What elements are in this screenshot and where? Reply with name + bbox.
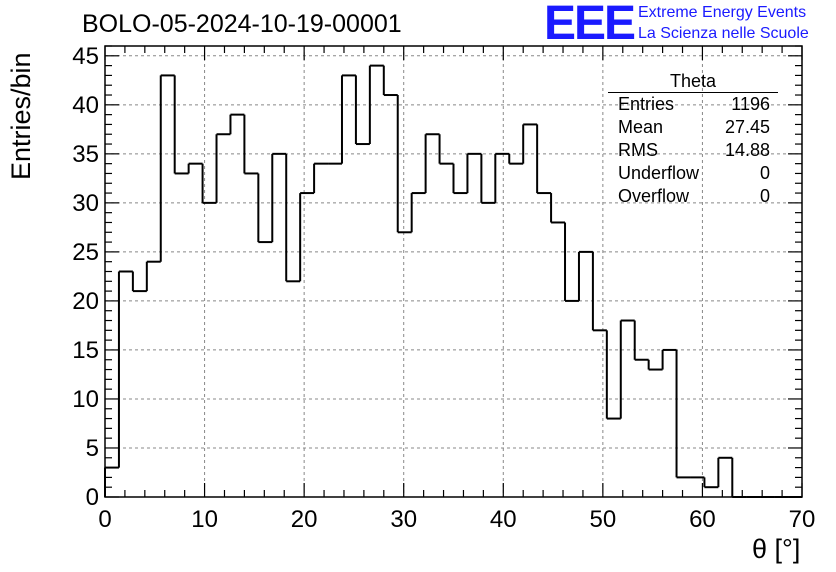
- y-tick-label: 20: [72, 288, 99, 315]
- y-tick-label: 5: [86, 435, 99, 462]
- stats-row-overflow: Overflow 0: [608, 185, 778, 208]
- x-tick-label: 60: [689, 506, 716, 533]
- stats-row-rms: RMS 14.88: [608, 139, 778, 162]
- x-tick-label: 50: [590, 506, 617, 533]
- stats-value: 0: [759, 163, 770, 183]
- x-tick-label: 20: [291, 506, 318, 533]
- stats-value: 0: [759, 186, 770, 206]
- chart-title: BOLO-05-2024-10-19-00001: [82, 10, 402, 38]
- eee-logo: EEE: [544, 0, 636, 50]
- stats-row-underflow: Underflow 0: [608, 162, 778, 185]
- stats-label: Overflow: [618, 186, 690, 206]
- logo-caption-line1: Extreme Energy Events: [638, 4, 807, 21]
- x-tick-label: 30: [390, 506, 417, 533]
- stats-box: Theta Entries 1196 Mean 27.45 RMS 14.88 …: [608, 70, 778, 208]
- stats-label: RMS: [618, 140, 658, 160]
- stats-value: 14.88: [724, 140, 770, 160]
- plot-frame: [104, 45, 803, 498]
- stats-value: 1196: [731, 94, 770, 114]
- stats-label: Entries: [618, 94, 675, 114]
- y-axis-label: Entries/bin: [6, 52, 36, 180]
- y-tick-label: 45: [72, 43, 99, 70]
- stats-title: Theta: [608, 70, 778, 93]
- y-tick-label: 15: [72, 337, 99, 364]
- y-tick-label: 0: [86, 484, 99, 511]
- stats-value: 27.45: [724, 117, 770, 137]
- y-tick-label: 35: [72, 141, 99, 168]
- y-tick-label: 10: [72, 386, 99, 413]
- y-tick-label: 40: [72, 92, 99, 119]
- stats-label: Underflow: [618, 163, 700, 183]
- x-axis-label: θ [°]: [752, 534, 801, 564]
- stats-label: Mean: [618, 117, 664, 137]
- x-tick-label: 40: [490, 506, 517, 533]
- stats-row-entries: Entries 1196: [608, 93, 778, 116]
- logo-caption-line2: La Scienza nelle Scuole: [638, 25, 809, 42]
- x-tick-label: 70: [789, 506, 816, 533]
- stats-row-mean: Mean 27.45: [608, 116, 778, 139]
- y-tick-label: 25: [72, 239, 99, 266]
- y-tick-label: 30: [72, 190, 99, 217]
- x-tick-label: 0: [98, 506, 111, 533]
- x-tick-label: 10: [191, 506, 218, 533]
